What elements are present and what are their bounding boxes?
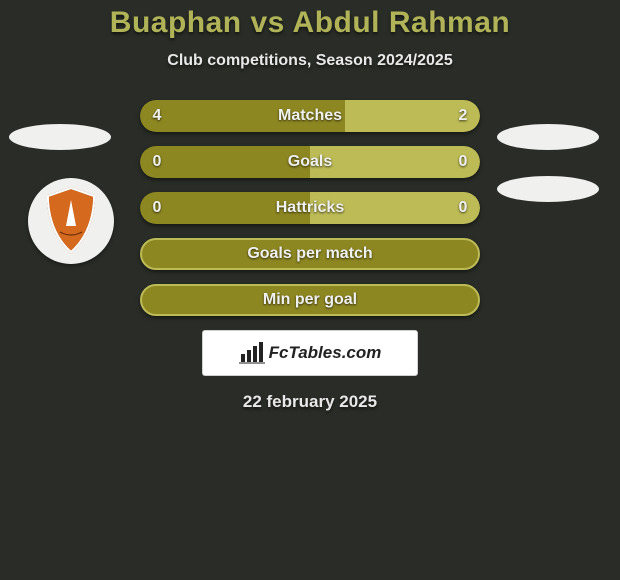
player-left-ellipse (9, 124, 111, 150)
stat-rows: 4 Matches 2 0 Goals 0 0 Hattric (140, 100, 480, 316)
stat-left-value: 0 (140, 146, 174, 178)
stat-row-hattricks: 0 Hattricks 0 (140, 192, 480, 224)
stat-right-value: 0 (446, 192, 480, 224)
bar-chart-icon (239, 342, 265, 364)
stat-right-value: 2 (446, 100, 480, 132)
stat-bar: Hattricks (174, 192, 446, 224)
page-title: Buaphan vs Abdul Rahman (0, 6, 620, 40)
stat-row-matches: 4 Matches 2 (140, 100, 480, 132)
stat-bar: Goals (174, 146, 446, 178)
stat-left-value: 4 (140, 100, 174, 132)
stat-row-mpg: Min per goal (140, 284, 480, 316)
date-label: 22 february 2025 (0, 392, 620, 412)
stat-bar: Matches (174, 100, 446, 132)
shield-icon (42, 186, 100, 256)
comparison-card: Buaphan vs Abdul Rahman Club competition… (0, 0, 620, 580)
player-right-ellipse-2 (497, 176, 599, 202)
watermark-text: FcTables.com (269, 343, 382, 363)
stat-row-goals: 0 Goals 0 (140, 146, 480, 178)
stat-left-value: 0 (140, 192, 174, 224)
subtitle: Club competitions, Season 2024/2025 (0, 52, 620, 70)
stat-bar-left (174, 100, 345, 132)
player-right-ellipse (497, 124, 599, 150)
stat-bar-left (174, 192, 310, 224)
stat-bar-right (310, 192, 446, 224)
stat-bar-right (345, 100, 446, 132)
stat-row-gpm: Goals per match (140, 238, 480, 270)
club-badge-left (28, 178, 114, 264)
stat-bar-right (310, 146, 446, 178)
watermark: FcTables.com (202, 330, 418, 376)
stat-right-value: 0 (446, 146, 480, 178)
stat-bar-left (174, 146, 310, 178)
